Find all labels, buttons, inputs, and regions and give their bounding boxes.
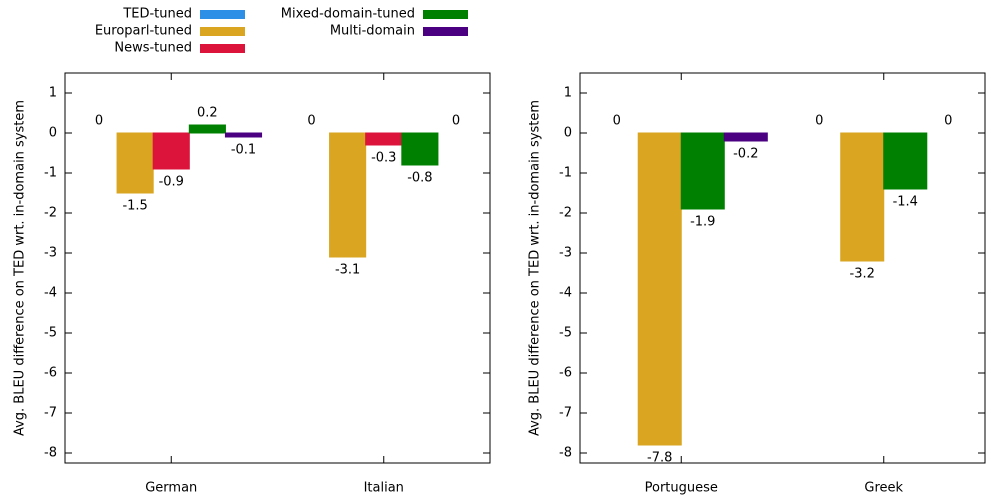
y-tick-label: -2 xyxy=(559,206,572,221)
y-tick-label: -7 xyxy=(559,406,572,421)
value-label: -1.4 xyxy=(893,195,918,210)
value-label: 0 xyxy=(452,114,460,129)
x-tick-label: Portuguese xyxy=(645,481,718,496)
y-tick-label: -8 xyxy=(559,446,572,461)
y-tick-label: -6 xyxy=(44,366,57,381)
bar xyxy=(883,132,928,190)
legend-swatch xyxy=(200,27,245,36)
value-label: 0 xyxy=(613,114,621,129)
legend-label: News-tuned xyxy=(114,41,192,56)
plot-frame xyxy=(64,72,491,464)
y-tick-label: 0 xyxy=(564,126,572,141)
value-label: -0.1 xyxy=(231,143,256,158)
legend-label: Mixed-domain-tuned xyxy=(281,7,415,22)
value-label: -0.2 xyxy=(733,147,758,162)
value-label: -0.9 xyxy=(159,175,184,190)
y-tick-label: 0 xyxy=(49,126,57,141)
legend-swatch xyxy=(200,44,245,53)
bar xyxy=(840,132,885,262)
legend-swatch xyxy=(423,27,468,36)
value-label: 0 xyxy=(95,114,103,129)
legend-swatch xyxy=(423,10,468,19)
value-label: -0.3 xyxy=(371,151,396,166)
y-tick-label: -8 xyxy=(44,446,57,461)
value-label: 0 xyxy=(307,114,315,129)
value-label: -3.2 xyxy=(850,267,875,282)
bar xyxy=(365,132,403,146)
x-tick-label: German xyxy=(145,481,197,496)
y-tick-label: -3 xyxy=(44,246,57,261)
y-tick-label: -4 xyxy=(559,286,572,301)
legend-label: Multi-domain xyxy=(330,24,415,39)
y-tick-label: -5 xyxy=(44,326,57,341)
bar xyxy=(152,132,190,170)
plot-frame xyxy=(579,72,986,464)
value-label: 0.2 xyxy=(197,106,218,121)
value-label: -7.8 xyxy=(647,451,672,466)
x-tick-label: Italian xyxy=(364,481,404,496)
y-tick-label: -5 xyxy=(559,326,572,341)
value-label: -1.5 xyxy=(122,199,147,214)
bar xyxy=(723,132,768,142)
bar xyxy=(680,132,725,210)
value-label: -0.8 xyxy=(407,171,432,186)
y-tick-label: -1 xyxy=(44,166,57,181)
bar xyxy=(637,132,682,446)
y-tick-label: -4 xyxy=(44,286,57,301)
bar xyxy=(116,132,154,194)
legend-label: Europarl-tuned xyxy=(95,24,192,39)
x-tick-label: Greek xyxy=(864,481,903,496)
legend-swatch xyxy=(200,10,245,19)
value-label: 0 xyxy=(944,114,952,129)
y-axis-label: Avg. BLEU difference on TED wrt. in-doma… xyxy=(528,100,543,436)
legend-label: TED-tuned xyxy=(122,7,192,22)
y-tick-label: -1 xyxy=(559,166,572,181)
value-label: 0 xyxy=(815,114,823,129)
y-axis-label: Avg. BLEU difference on TED wrt. in-doma… xyxy=(13,100,28,436)
y-tick-label: -6 xyxy=(559,366,572,381)
y-tick-label: -2 xyxy=(44,206,57,221)
bar xyxy=(401,132,439,166)
y-tick-label: 1 xyxy=(564,86,572,101)
value-label: -3.1 xyxy=(335,263,360,278)
value-label: -1.9 xyxy=(690,215,715,230)
y-tick-label: 1 xyxy=(49,86,57,101)
bar xyxy=(188,124,226,134)
bar xyxy=(329,132,367,258)
bar xyxy=(224,132,263,138)
y-tick-label: -3 xyxy=(559,246,572,261)
y-tick-label: -7 xyxy=(44,406,57,421)
